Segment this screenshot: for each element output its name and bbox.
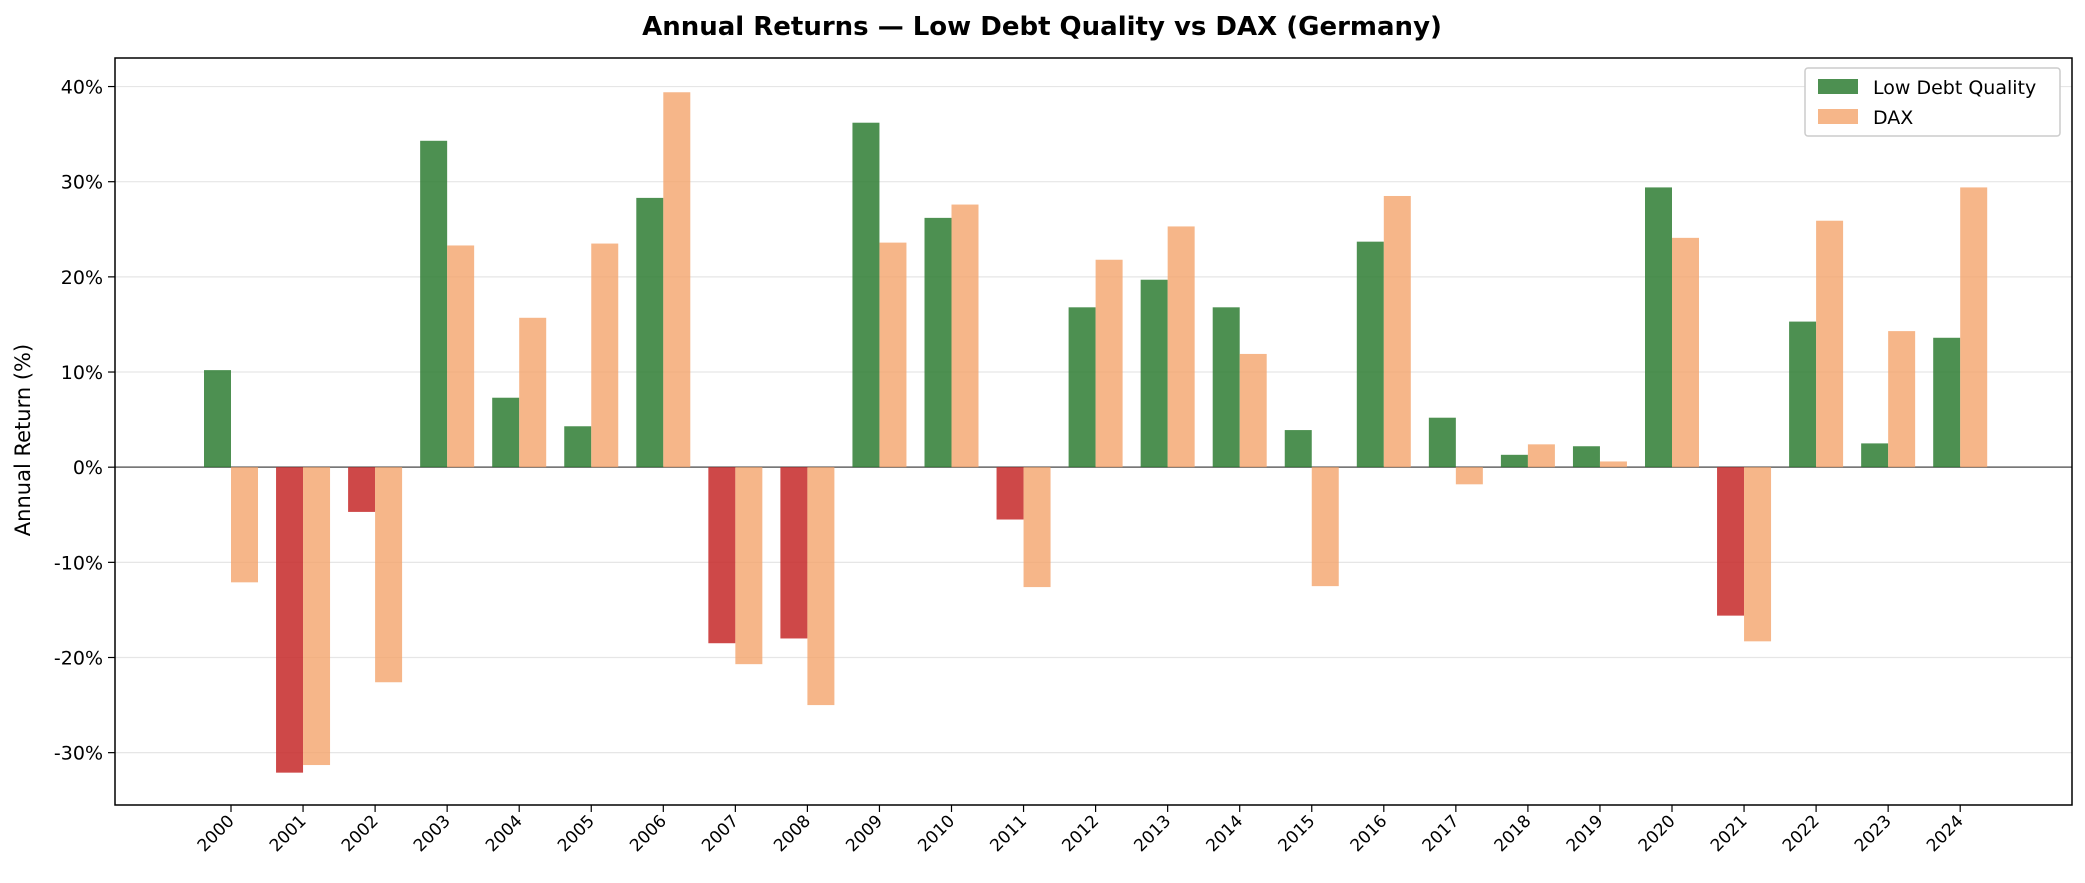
bar-dax-2011 [1023,467,1051,588]
x-tick-label: 2002 [338,811,383,856]
x-tick-label: 2018 [1491,811,1536,856]
x-axis-ticks: 2000 2001 2002 2003 2004 2005 2006 2007 2008 2009… [194,805,1968,856]
bar-dax-2000 [231,467,258,583]
bar-dax-2008 [807,467,835,706]
bar-dax-2009 [879,242,907,468]
chart-title: Annual Returns — Low Debt Quality vs DAX… [642,12,1442,42]
bar-dax-2002 [375,467,403,683]
x-tick-label: 2000 [194,811,239,856]
bar-low-debt-quality-2022 [1789,321,1817,468]
bar-low-debt-quality-2003 [420,140,448,468]
bar-dax-2015 [1311,467,1339,587]
bar-low-debt-quality-2012 [1068,307,1096,468]
x-tick-label: 2009 [842,811,887,856]
bar-dax-2018 [1527,444,1555,468]
x-tick-label: 2023 [1851,811,1896,856]
legend-label-dax: DAX [1873,107,1913,129]
x-tick-label: 2001 [266,811,311,856]
bar-low-debt-quality-2005 [564,426,592,468]
x-tick-label: 2006 [626,811,671,856]
x-tick-label: 2019 [1563,811,1608,856]
bar-dax-2016 [1383,195,1411,468]
bar-low-debt-quality-2008 [780,467,808,639]
y-tick-label: 10% [61,362,103,384]
x-tick-label: 2011 [986,811,1031,856]
legend-swatch-low-debt-quality [1818,79,1858,94]
bar-low-debt-quality-2014 [1212,307,1240,468]
y-axis-ticks: -30% -20% -10% 0% 10% 20% 30% 40% [54,77,115,765]
x-tick-label: 2004 [482,811,527,856]
y-tick-label: -30% [54,743,103,765]
bar-dax-2019 [1599,461,1627,468]
x-tick-label: 2021 [1707,811,1752,856]
legend: Low Debt Quality DAX [1804,67,2061,137]
legend-swatch-dax [1818,109,1858,124]
bar-dax-2007 [735,467,763,665]
x-tick-label: 2010 [914,811,959,856]
bar-low-debt-quality-2004 [492,397,520,468]
x-tick-label: 2005 [554,811,599,856]
bar-dax-2022 [1816,220,1844,468]
x-tick-label: 2013 [1130,811,1175,856]
bar-low-debt-quality-2002 [348,467,376,512]
bar-low-debt-quality-2007 [708,467,736,644]
x-tick-label: 2014 [1202,811,1247,856]
x-tick-label: 2017 [1419,811,1464,856]
y-tick-label: 40% [61,77,103,99]
bar-low-debt-quality-2011 [996,467,1024,520]
x-tick-label: 2007 [698,811,743,856]
y-tick-label: -10% [54,552,103,574]
x-tick-label: 2015 [1275,811,1320,856]
bar-dax-2004 [519,317,547,468]
bar-dax-2005 [591,243,619,468]
bar-dax-2020 [1672,237,1699,468]
x-tick-label: 2024 [1923,811,1968,856]
bar-low-debt-quality-2000 [204,370,231,468]
bar-low-debt-quality-2006 [636,197,664,468]
bar-low-debt-quality-2020 [1645,187,1672,468]
y-tick-label: -20% [54,648,103,670]
bar-low-debt-quality-2009 [852,122,880,468]
bar-low-debt-quality-2017 [1428,417,1456,468]
y-tick-label: 30% [61,172,103,194]
y-tick-label: 0% [73,457,103,479]
bar-low-debt-quality-2019 [1572,446,1600,468]
bar-low-debt-quality-2016 [1356,241,1384,468]
legend-box [1804,67,2061,137]
y-tick-label: 20% [61,267,103,289]
bar-low-debt-quality-2023 [1861,443,1889,468]
bar-low-debt-quality-2021 [1717,467,1745,616]
bar-dax-2003 [447,245,475,468]
bar-dax-2006 [663,92,691,468]
x-tick-label: 2008 [770,811,815,856]
bar-dax-2001 [303,467,331,766]
bar-dax-2014 [1239,353,1267,468]
bar-low-debt-quality-2001 [276,467,304,773]
x-tick-label: 2012 [1058,811,1103,856]
plot-frame [114,57,2073,806]
bar-low-debt-quality-2018 [1500,454,1528,468]
bar-low-debt-quality-2015 [1284,430,1312,468]
x-tick-label: 2016 [1347,811,1392,856]
bar-dax-2013 [1167,226,1195,468]
x-tick-label: 2003 [410,811,455,856]
bar-dax-2010 [951,204,979,468]
bars [204,92,1988,773]
bar-dax-2012 [1095,259,1123,468]
bar-dax-2021 [1744,467,1772,642]
bar-low-debt-quality-2010 [924,217,952,468]
x-tick-label: 2020 [1635,811,1680,856]
bar-dax-2023 [1888,331,1916,468]
bar-dax-2024 [1960,187,1988,468]
legend-label-low-debt-quality: Low Debt Quality [1873,77,2036,99]
x-tick-label: 2022 [1779,811,1824,856]
y-axis-label: Annual Return (%) [11,344,35,536]
bar-dax-2017 [1455,467,1483,485]
bar-low-debt-quality-2024 [1933,337,1961,468]
bar-low-debt-quality-2013 [1140,279,1168,468]
